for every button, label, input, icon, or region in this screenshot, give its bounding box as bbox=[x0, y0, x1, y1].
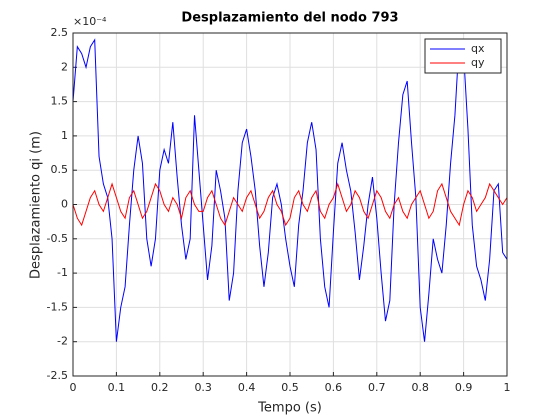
y-tick-label: -0.5 bbox=[47, 232, 68, 245]
x-tick-label: 0.1 bbox=[108, 381, 126, 394]
series-line bbox=[72, 182, 508, 227]
legend-label: qy bbox=[471, 56, 485, 69]
x-tick-label: 0.3 bbox=[194, 381, 212, 394]
x-tick-label: 1 bbox=[504, 381, 511, 394]
x-tick-label: 0.8 bbox=[411, 381, 429, 394]
x-axis-label: Tempo (s) bbox=[257, 401, 322, 416]
x-tick-label: 0.4 bbox=[238, 381, 256, 394]
x-tick-label: 0.7 bbox=[368, 381, 386, 394]
x-tick-label: 0 bbox=[70, 381, 77, 394]
y-tick-label: -1 bbox=[57, 266, 68, 279]
y-tick-label: 2 bbox=[61, 60, 68, 73]
axes-box bbox=[72, 32, 508, 377]
y-tick-label: -2 bbox=[57, 335, 68, 348]
exponent-label: ×10⁻⁴ bbox=[73, 15, 107, 28]
y-tick-label: 1 bbox=[61, 129, 68, 142]
y-tick-label: 2.5 bbox=[51, 26, 69, 39]
x-tick-label: 0.9 bbox=[455, 381, 473, 394]
chart-title: Desplazamiento del nodo 793 bbox=[181, 11, 398, 26]
y-tick-label: -2.5 bbox=[47, 369, 68, 382]
x-tick-label: 0.2 bbox=[151, 381, 169, 394]
x-tick-label: 0.5 bbox=[281, 381, 299, 394]
y-tick-label: 0.5 bbox=[51, 163, 69, 176]
y-tick-label: 0 bbox=[61, 198, 68, 211]
x-tick-label: 0.6 bbox=[325, 381, 343, 394]
legend-box bbox=[424, 38, 502, 74]
legend-label: qx bbox=[471, 42, 485, 55]
y-tick-label: -1.5 bbox=[47, 300, 68, 313]
y-axis-label: Desplazamiento qi (m) bbox=[29, 131, 44, 279]
y-tick-label: 1.5 bbox=[51, 95, 69, 108]
